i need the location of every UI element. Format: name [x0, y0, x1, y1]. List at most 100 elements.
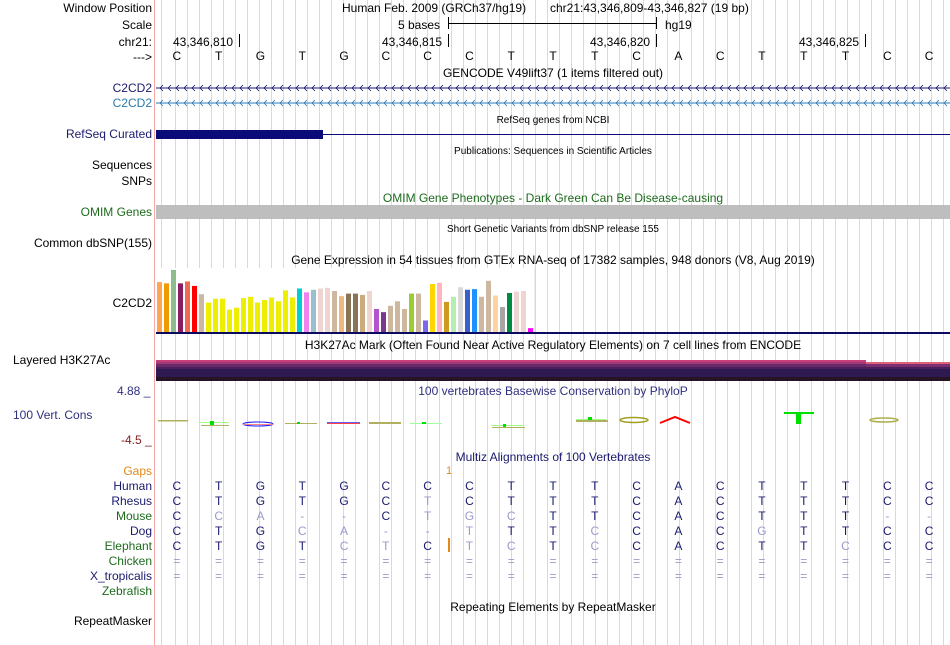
gtex-bar-chart[interactable] [156, 266, 536, 332]
gtex-tissue-bar[interactable] [297, 288, 302, 332]
gtex-tissue-bar[interactable] [472, 289, 477, 332]
gtex-tissue-bar[interactable] [213, 298, 218, 332]
strand-arrow-icon [199, 84, 204, 92]
gtex-tissue-bar[interactable] [318, 288, 323, 332]
refseq-intron[interactable] [323, 134, 950, 135]
publications-title[interactable]: Publications: Sequences in Scientific Ar… [454, 146, 652, 157]
gtex-tissue-bar[interactable] [444, 301, 449, 332]
window-position-label[interactable]: Window Position [63, 1, 152, 15]
gtex-tissue-bar[interactable] [409, 293, 414, 332]
repeatmasker-title[interactable]: Repeating Elements by RepeatMasker [450, 600, 656, 614]
gtex-label[interactable]: C2CD2 [112, 296, 152, 310]
dbsnp-label[interactable]: Common dbSNP(155) [33, 236, 152, 250]
gap-count-marker[interactable]: 1 [446, 465, 453, 477]
gtex-tissue-bar[interactable] [171, 269, 176, 332]
repeatmasker-label[interactable]: RepeatMasker [73, 614, 152, 628]
gtex-tissue-bar[interactable] [304, 292, 309, 332]
gtex-tissue-bar[interactable] [360, 294, 365, 332]
gtex-tissue-bar[interactable] [451, 296, 456, 332]
gencode-gene-models[interactable] [156, 80, 950, 112]
gtex-tissue-bar[interactable] [374, 308, 379, 332]
species-label[interactable]: Chicken [108, 554, 152, 568]
strand-label[interactable]: ---> [133, 50, 152, 64]
gtex-tissue-bar[interactable] [227, 309, 232, 332]
gtex-tissue-bar[interactable] [346, 293, 351, 332]
gtex-tissue-bar[interactable] [185, 281, 190, 332]
omim-gene-bar[interactable] [156, 205, 950, 219]
gtex-tissue-bar[interactable] [339, 296, 344, 332]
phylop-label[interactable]: 100 Vert. Cons [13, 408, 93, 422]
species-label[interactable]: Elephant [104, 539, 152, 553]
h3k27ac-title[interactable]: H3K27Ac Mark (Often Found Near Active Re… [304, 338, 802, 352]
dbsnp-title[interactable]: Short Genetic Variants from dbSNP releas… [447, 224, 659, 235]
gencode-title[interactable]: GENCODE V49lift37 (1 items filtered out) [442, 66, 664, 80]
species-label[interactable]: Zebrafish [101, 584, 152, 598]
gtex-tissue-bar[interactable] [262, 300, 267, 332]
refseq-title[interactable]: RefSeq genes from NCBI [496, 115, 610, 126]
gtex-tissue-bar[interactable] [220, 298, 225, 332]
h3k27ac-signal[interactable] [156, 360, 950, 382]
gencode-item-label[interactable]: C2CD2 [112, 96, 152, 110]
gencode-item-label[interactable]: C2CD2 [112, 81, 152, 95]
gaps-label[interactable]: Gaps [123, 464, 152, 478]
publications-label[interactable]: Sequences [91, 158, 152, 172]
strand-arrow-icon [543, 99, 548, 107]
gtex-tissue-bar[interactable] [206, 302, 211, 332]
gtex-tissue-bar[interactable] [325, 287, 330, 332]
gtex-tissue-bar[interactable] [241, 298, 246, 332]
gtex-tissue-bar[interactable] [416, 293, 421, 332]
omim-title[interactable]: OMIM Gene Phenotypes - Dark Green Can Be… [382, 191, 724, 205]
gtex-tissue-bar[interactable] [157, 282, 162, 332]
gtex-tissue-bar[interactable] [388, 305, 393, 332]
gtex-tissue-bar[interactable] [402, 308, 407, 332]
gtex-tissue-bar[interactable] [248, 296, 253, 332]
gtex-tissue-bar[interactable] [283, 290, 288, 332]
gtex-tissue-bar[interactable] [521, 291, 526, 332]
gtex-tissue-bar[interactable] [500, 307, 505, 332]
gtex-tissue-bar[interactable] [437, 282, 442, 332]
gtex-tissue-bar[interactable] [164, 283, 169, 332]
phylop-title[interactable]: 100 vertebrates Basewise Conservation by… [418, 384, 688, 398]
gtex-tissue-bar[interactable] [430, 284, 435, 332]
gap-insertion-marker[interactable] [448, 538, 450, 552]
gtex-tissue-bar[interactable] [458, 287, 463, 332]
gtex-tissue-bar[interactable] [486, 280, 491, 332]
gtex-tissue-bar[interactable] [423, 320, 428, 332]
gtex-title[interactable]: Gene Expression in 54 tissues from GTEx … [291, 253, 815, 267]
refseq-exon[interactable] [156, 130, 323, 139]
gtex-tissue-bar[interactable] [311, 289, 316, 332]
h3k27ac-label[interactable]: Layered H3K27Ac [13, 353, 111, 367]
gtex-tissue-bar[interactable] [234, 307, 239, 332]
gtex-tissue-bar[interactable] [395, 301, 400, 332]
gtex-tissue-bar[interactable] [290, 297, 295, 332]
gtex-tissue-bar[interactable] [192, 285, 197, 332]
gtex-tissue-bar[interactable] [353, 293, 358, 332]
gtex-tissue-bar[interactable] [465, 289, 470, 332]
species-label[interactable]: Rhesus [111, 494, 152, 508]
gtex-tissue-bar[interactable] [507, 292, 512, 332]
gtex-tissue-bar[interactable] [332, 291, 337, 332]
scale-label[interactable]: Scale [121, 18, 152, 32]
gtex-tissue-bar[interactable] [367, 291, 372, 332]
position-text[interactable]: chr21:43,346,809-43,346,827 (19 bp) [550, 1, 749, 15]
species-label[interactable]: Mouse [115, 509, 152, 523]
gtex-tissue-bar[interactable] [269, 297, 274, 332]
gtex-tissue-bar[interactable] [178, 283, 183, 332]
gtex-tissue-bar[interactable] [381, 312, 386, 332]
gtex-tissue-bar[interactable] [514, 291, 519, 332]
gtex-tissue-bar[interactable] [199, 294, 204, 332]
species-label[interactable]: Human [113, 479, 152, 493]
gtex-tissue-bar[interactable] [255, 302, 260, 332]
chrom-label[interactable]: chr21: [118, 35, 152, 49]
gtex-tissue-bar[interactable] [493, 295, 498, 332]
multiz-title[interactable]: Multiz Alignments of 100 Vertebrates [455, 450, 651, 464]
species-label[interactable]: X_tropicalis [89, 569, 152, 583]
gtex-tissue-bar[interactable] [528, 328, 533, 332]
gtex-tissue-bar[interactable] [276, 301, 281, 332]
snps-label[interactable]: SNPs [121, 174, 152, 188]
omim-label[interactable]: OMIM Genes [80, 205, 152, 219]
gtex-tissue-bar[interactable] [479, 296, 484, 332]
refseq-label[interactable]: RefSeq Curated [65, 127, 152, 141]
phylop-logo[interactable] [156, 408, 950, 430]
species-label[interactable]: Dog [129, 524, 152, 538]
